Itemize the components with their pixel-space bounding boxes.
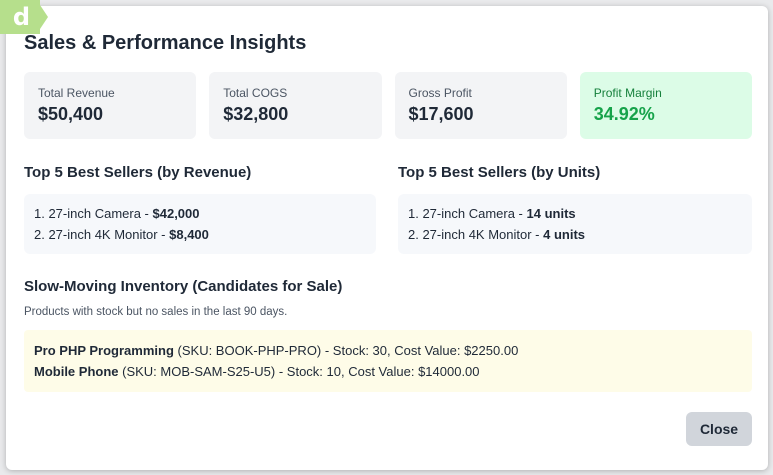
slow-moving-description: Products with stock but no sales in the … [24, 306, 288, 318]
list-item: Pro PHP Programming (SKU: BOOK-PHP-PRO) … [34, 340, 742, 361]
list-item-label: 2. 27-inch 4K Monitor - [408, 227, 544, 242]
stats-row: Total Revenue $50,400 Total COGS $32,800… [24, 72, 752, 139]
list-item-value: $8,400 [169, 227, 209, 242]
stat-label: Total COGS [223, 86, 288, 100]
stat-card-total-cogs: Total COGS $32,800 [209, 72, 382, 139]
best-sellers-units-title: Top 5 Best Sellers (by Units) [398, 164, 601, 181]
product-name: Pro PHP Programming [34, 343, 174, 358]
product-details: (SKU: BOOK-PHP-PRO) - Stock: 30, Cost Va… [173, 343, 519, 358]
best-sellers-revenue-list: 1. 27-inch Camera - $42,000 2. 27-inch 4… [24, 194, 376, 254]
list-item-value: 4 units [543, 227, 586, 242]
list-item: 2. 27-inch 4K Monitor - 4 units [408, 224, 742, 245]
best-sellers-revenue-title: Top 5 Best Sellers (by Revenue) [24, 164, 252, 181]
logo-arrow-icon [40, 5, 48, 29]
insights-modal: Sales & Performance Insights Total Reven… [6, 6, 768, 470]
stat-value: 34.92% [593, 104, 655, 124]
product-name: Mobile Phone [34, 364, 119, 379]
list-item-label: 2. 27-inch 4K Monitor - [34, 227, 170, 242]
best-sellers-units-list: 1. 27-inch Camera - 14 units 2. 27-inch … [398, 194, 752, 254]
list-item-value: 14 units [526, 206, 576, 221]
slow-moving-list: Pro PHP Programming (SKU: BOOK-PHP-PRO) … [24, 330, 752, 392]
list-item-label: 1. 27-inch Camera - [408, 206, 527, 221]
app-logo: d [0, 0, 48, 34]
product-details: (SKU: MOB-SAM-S25-U5) - Stock: 10, Cost … [118, 364, 480, 379]
logo-text: d [12, 3, 30, 31]
stat-label: Profit Margin [593, 86, 662, 100]
stat-card-gross-profit: Gross Profit $17,600 [394, 72, 567, 139]
list-item-value: $42,000 [152, 206, 200, 221]
stat-label: Total Revenue [38, 86, 115, 100]
list-item: 1. 27-inch Camera - $42,000 [34, 203, 366, 224]
stat-card-total-revenue: Total Revenue $50,400 [24, 72, 197, 139]
list-item-label: 1. 27-inch Camera - [34, 206, 153, 221]
stat-value: $50,400 [38, 104, 104, 124]
list-item: 2. 27-inch 4K Monitor - $8,400 [34, 224, 366, 245]
slow-moving-title: Slow-Moving Inventory (Candidates for Sa… [24, 278, 343, 295]
close-button[interactable]: Close [686, 412, 752, 446]
stat-label: Gross Profit [408, 86, 472, 100]
modal-title: Sales & Performance Insights [24, 32, 307, 54]
stat-value: $17,600 [408, 104, 474, 124]
list-item: 1. 27-inch Camera - 14 units [408, 203, 742, 224]
stat-card-profit-margin: Profit Margin 34.92% [579, 72, 752, 139]
stat-value: $32,800 [223, 104, 289, 124]
list-item: Mobile Phone (SKU: MOB-SAM-S25-U5) - Sto… [34, 361, 742, 382]
